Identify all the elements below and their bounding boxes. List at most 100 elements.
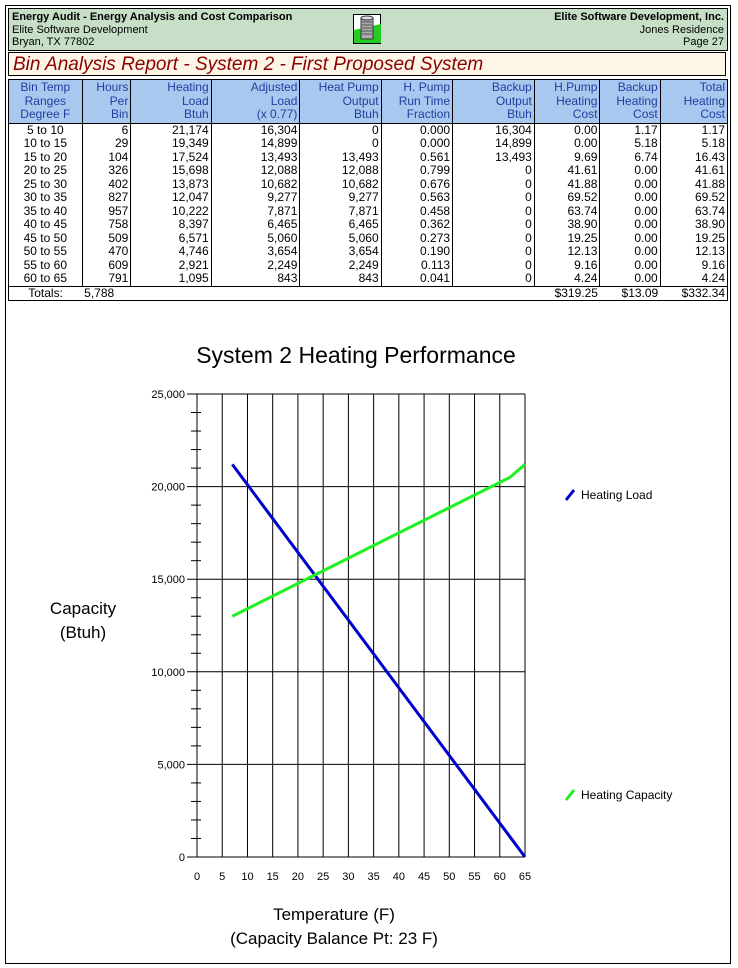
table-cell: 12.13 <box>659 244 729 259</box>
column-header: Backup Output Btuh <box>452 79 535 124</box>
table-cell: 10 to 15 <box>8 136 83 151</box>
table-cell: 0.799 <box>380 163 454 178</box>
table-cell: 0 <box>452 258 535 272</box>
table-cell: 843 <box>299 271 382 286</box>
table-cell: 10,682 <box>210 177 301 191</box>
table-cell: 13,493 <box>452 150 535 164</box>
column-header: Hours Per Bin <box>81 79 132 124</box>
table-cell: 4,746 <box>130 244 212 259</box>
table-cell: 16,304 <box>210 123 301 137</box>
table-cell: 957 <box>81 204 132 218</box>
table-cell: 13,493 <box>299 150 382 164</box>
table-cell: 16,304 <box>452 123 535 137</box>
header-line: Hours <box>96 80 129 94</box>
table-cell: 6 <box>81 123 132 137</box>
table-cell: 0 <box>299 136 382 151</box>
table-cell: 13,493 <box>210 150 301 164</box>
table-cell: 4.24 <box>533 271 601 286</box>
header-line: Backup <box>491 80 532 94</box>
report-header: Energy Audit - Energy Analysis and Cost … <box>8 8 728 51</box>
table-cell: 5.18 <box>599 136 661 151</box>
header-line: Output <box>495 93 532 108</box>
table-row: 45 to 50 509 6,571 5,060 5,060 0.273 0 19.25 0.0… <box>8 231 729 245</box>
app-title: Energy Audit - Energy Analysis and Cost … <box>12 11 293 23</box>
table-row: 20 to 25 326 15,698 12,088 12,088 0.799 0 41.61… <box>8 163 729 178</box>
table-cell: 1.17 <box>599 123 661 137</box>
table-cell: 41.88 <box>659 177 729 191</box>
totals-empty <box>211 285 300 301</box>
table-cell: 0 <box>452 244 535 259</box>
table-cell: 0.00 <box>599 163 661 178</box>
header-line: (x 0.77) <box>256 107 298 121</box>
table-cell: 10,222 <box>130 204 212 218</box>
table-cell: 12,088 <box>299 163 382 178</box>
bin-analysis-table: Bin Temp Ranges Degree F Hours Per Bin Heating… <box>8 79 729 301</box>
table-cell: 0.676 <box>380 177 454 191</box>
table-cell: 7,871 <box>299 204 382 218</box>
table-cell: 14,899 <box>210 136 301 151</box>
table-row: 35 to 40 957 10,222 7,871 7,871 0.458 0 63.74 0.… <box>8 204 729 218</box>
header-line: H. Pump <box>403 80 451 94</box>
table-cell: 0.563 <box>380 190 454 205</box>
table-cell: 0.190 <box>380 244 454 259</box>
totals-backup_cost: $13.09 <box>599 285 661 301</box>
table-cell: 0.00 <box>599 177 661 191</box>
header-line: Cost <box>633 107 658 121</box>
table-cell: 1.17 <box>659 123 729 137</box>
table-cell: 0.00 <box>599 244 661 259</box>
table-cell: 6,465 <box>299 217 382 232</box>
publisher: Elite Software Development, Inc. <box>554 11 724 23</box>
table-cell: 60 to 65 <box>8 271 83 286</box>
table-cell: 0.00 <box>599 231 661 245</box>
table-cell: 3,654 <box>210 244 301 259</box>
header-line: Btuh <box>507 107 532 121</box>
header-line: Heating <box>167 80 209 94</box>
table-cell: 63.74 <box>659 204 729 218</box>
table-cell: 0.00 <box>599 217 661 232</box>
table-cell: 0.000 <box>380 123 454 137</box>
table-cell: 0 <box>452 231 535 245</box>
column-header: Backup Heating Cost <box>599 79 661 124</box>
table-cell: 9,277 <box>299 190 382 205</box>
table-cell: 63.74 <box>533 204 601 218</box>
totals-hp_cost: $319.25 <box>534 285 600 301</box>
table-row: 15 to 20 104 17,524 13,493 13,493 0.561 13,493… <box>8 150 729 164</box>
table-cell: 402 <box>81 177 132 191</box>
header-line: H.Pump <box>554 80 598 94</box>
totals-hours: 5,788 <box>82 285 131 301</box>
table-cell: 25 to 30 <box>8 177 83 191</box>
table-cell: 5,060 <box>299 231 382 245</box>
table-cell: 0.00 <box>599 271 661 286</box>
table-cell: 50 to 55 <box>8 244 83 259</box>
table-cell: 19,349 <box>130 136 212 151</box>
table-cell: 5.18 <box>659 136 729 151</box>
table-cell: 0 <box>452 190 535 205</box>
table-cell: 843 <box>210 271 301 286</box>
header-line: Adjusted <box>250 80 298 94</box>
table-cell: 35 to 40 <box>8 204 83 218</box>
table-row: 10 to 15 29 19,349 14,899 0 0.000 14,899 0.00 5.… <box>8 136 729 151</box>
table-cell: 14,899 <box>452 136 535 151</box>
table-cell: 6,465 <box>210 217 301 232</box>
column-header: H.Pump Heating Cost <box>533 79 601 124</box>
table-cell: 16.43 <box>659 150 729 164</box>
table-row: 50 to 55 470 4,746 3,654 3,654 0.190 0 12.13 0.0… <box>8 244 729 259</box>
table-cell: 0.458 <box>380 204 454 218</box>
table-cell: 791 <box>81 271 132 286</box>
table-cell: 0.041 <box>380 271 454 286</box>
table-cell: 104 <box>81 150 132 164</box>
report-title: Bin Analysis Report - System 2 - First P… <box>8 52 726 76</box>
table-cell: 0 <box>452 217 535 232</box>
header-line: Heating <box>683 93 725 108</box>
table-cell: 5 to 10 <box>8 123 83 137</box>
header-line: Btuh <box>183 107 209 121</box>
header-line: Fraction <box>406 107 451 121</box>
table-cell: 509 <box>81 231 132 245</box>
column-header: Heat Pump Output Btuh <box>299 79 382 124</box>
location: Bryan, TX 77802 <box>12 36 95 48</box>
table-row: 30 to 35 827 12,047 9,277 9,277 0.563 0 69.52 0.… <box>8 190 729 205</box>
header-line: Heating <box>556 93 598 108</box>
table-cell: 0.362 <box>380 217 454 232</box>
table-row: 25 to 30 402 13,873 10,682 10,682 0.676 0 41.88… <box>8 177 729 191</box>
header-line: Run Time <box>398 93 451 108</box>
